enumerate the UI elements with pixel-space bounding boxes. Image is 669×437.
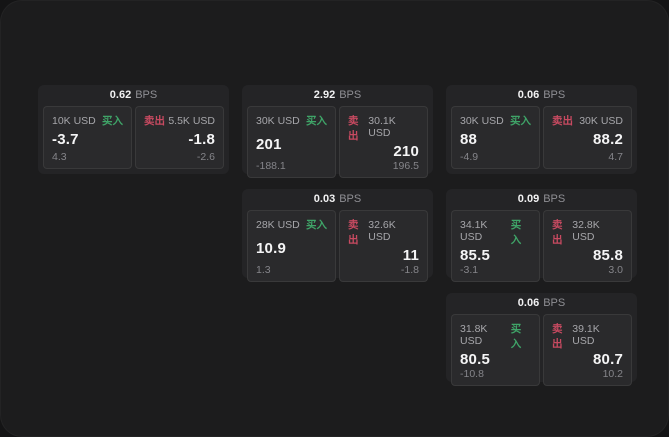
sell-quote-tile[interactable]: 卖出 30K USD 88.2 4.7 [543,106,632,169]
sell-side-label: 卖出 [348,115,359,142]
bps-value: 0.06 [517,89,540,101]
sell-delta: 4.7 [608,151,623,163]
buy-notional: 31.8K USD [460,323,488,347]
sell-notional: 30.1K USD [368,115,396,139]
buy-notional: 28K USD [256,219,300,231]
bps-header: 0.06 BPS [451,85,632,106]
bps-unit: BPS [543,297,566,309]
buy-notional: 10K USD [52,115,96,127]
buy-side-label: 买入 [510,115,531,127]
quote-card: 0.03 BPS 28K USD 买入 10.9 1.3 卖出 32.6K US… [242,189,433,282]
sell-notional: 32.8K USD [572,219,600,243]
buy-delta: -4.9 [460,151,479,163]
sell-side-label: 卖出 [552,115,573,127]
buy-price: 201 [256,135,282,153]
sell-delta: -1.8 [400,264,419,276]
buy-side-label: 买入 [102,115,123,127]
buy-quote-tile[interactable]: 34.1K USD 买入 85.5 -3.1 [451,210,540,282]
buy-side-label: 买入 [306,115,327,127]
sell-delta: 3.0 [608,264,623,276]
quote-card: 0.06 BPS 31.8K USD 买入 80.5 -10.8 卖出 39.1… [446,293,637,386]
sell-quote-tile[interactable]: 卖出 30.1K USD 210 196.5 [339,106,428,178]
sell-side-label: 卖出 [552,219,563,246]
buy-price: 10.9 [256,239,286,257]
sell-quote-tile[interactable]: 卖出 5.5K USD -1.8 -2.6 [135,106,224,169]
sell-price: 88.2 [593,131,623,148]
bps-header: 0.62 BPS [43,85,224,106]
buy-delta: -188.1 [256,160,286,172]
bps-unit: BPS [543,193,566,205]
bps-header: 0.03 BPS [247,189,428,210]
sell-delta: -2.6 [196,151,215,163]
buy-quote-tile[interactable]: 30K USD 买入 88 -4.9 [451,106,540,169]
buy-delta: 1.3 [256,264,271,276]
buy-delta: -3.1 [460,264,479,276]
buy-quote-tile[interactable]: 31.8K USD 买入 80.5 -10.8 [451,314,540,386]
quote-cards-grid: 0.62 BPS 10K USD 买入 -3.7 4.3 卖出 5.5K USD [38,85,637,386]
sell-side-label: 卖出 [348,219,359,246]
buy-quote-tile[interactable]: 30K USD 买入 201 -188.1 [247,106,336,178]
sell-price: -1.8 [188,131,215,148]
buy-notional: 30K USD [460,115,504,127]
bps-value: 0.09 [517,193,540,205]
sell-side-label: 卖出 [552,323,563,350]
buy-side-label: 买入 [510,323,522,350]
sell-notional: 32.6K USD [368,219,396,243]
quote-card: 2.92 BPS 30K USD 买入 201 -188.1 卖出 30.1K … [242,85,433,178]
buy-quote-tile[interactable]: 10K USD 买入 -3.7 4.3 [43,106,132,169]
bps-header: 2.92 BPS [247,85,428,106]
quote-card: 0.06 BPS 30K USD 买入 88 -4.9 卖出 30K USD [446,85,637,174]
quote-card: 0.09 BPS 34.1K USD 买入 85.5 -3.1 卖出 32.8K… [446,189,637,282]
bps-unit: BPS [135,89,158,101]
buy-price: -3.7 [52,131,79,148]
bps-unit: BPS [339,193,362,205]
buy-side-label: 买入 [306,219,327,231]
bps-unit: BPS [543,89,566,101]
quote-card: 0.62 BPS 10K USD 买入 -3.7 4.3 卖出 5.5K USD [38,85,229,174]
sell-notional: 39.1K USD [572,323,600,347]
sell-price: 11 [402,247,419,264]
buy-notional: 34.1K USD [460,219,488,243]
bps-value: 0.03 [313,193,336,205]
sell-price: 210 [393,143,419,160]
sell-price: 80.7 [593,351,623,368]
buy-side-label: 买入 [510,219,522,246]
buy-quote-tile[interactable]: 28K USD 买入 10.9 1.3 [247,210,336,282]
bps-header: 0.09 BPS [451,189,632,210]
sell-notional: 5.5K USD [168,115,215,127]
sell-quote-tile[interactable]: 卖出 32.6K USD 11 -1.8 [339,210,428,282]
sell-quote-tile[interactable]: 卖出 39.1K USD 80.7 10.2 [543,314,632,386]
sell-price: 85.8 [593,247,623,264]
sell-delta: 196.5 [392,160,419,172]
sell-notional: 30K USD [579,115,623,127]
bps-unit: BPS [339,89,362,101]
sell-delta: 10.2 [602,368,623,380]
buy-delta: 4.3 [52,151,67,163]
bps-value: 2.92 [313,89,336,101]
buy-price: 88 [460,131,478,148]
buy-delta: -10.8 [460,368,484,380]
bps-value: 0.62 [109,89,132,101]
bps-header: 0.06 BPS [451,293,632,314]
buy-notional: 30K USD [256,115,300,127]
sell-quote-tile[interactable]: 卖出 32.8K USD 85.8 3.0 [543,210,632,282]
buy-price: 80.5 [460,351,490,368]
sell-side-label: 卖出 [144,115,165,127]
buy-price: 85.5 [460,247,490,264]
bps-value: 0.06 [517,297,540,309]
